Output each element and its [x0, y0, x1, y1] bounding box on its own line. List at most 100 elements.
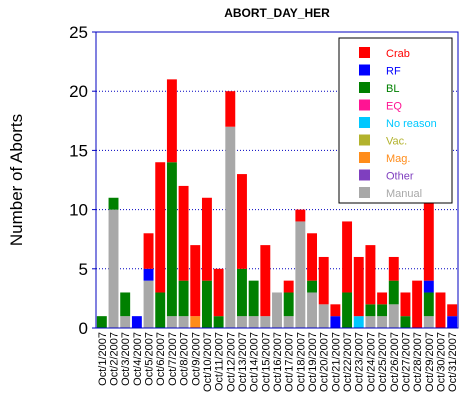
x-tick-label: Oct/15/2007 [260, 332, 272, 392]
x-tick-label: Oct/26/2007 [389, 332, 401, 392]
bar-segment-crab [435, 292, 446, 328]
x-tick-label: Oct/28/2007 [412, 332, 424, 392]
legend-swatch [359, 47, 370, 58]
bar-segment-bl [166, 162, 177, 317]
y-tick-label: 15 [69, 141, 88, 160]
x-tick-label: Oct/9/2007 [190, 332, 202, 386]
bar-segment-crab [330, 304, 341, 317]
bar-segment-manual [225, 126, 236, 328]
x-tick-label: Oct/11/2007 [214, 332, 226, 391]
x-tick-label: Oct/3/2007 [120, 332, 132, 386]
x-tick-label: Oct/16/2007 [272, 332, 284, 392]
bar-segment-crab [353, 256, 364, 317]
bar-segment-manual [388, 304, 399, 328]
legend-label: BL [386, 83, 399, 95]
x-tick-label: Oct/14/2007 [249, 332, 261, 392]
legend-swatch [359, 117, 370, 128]
legend-swatch [359, 169, 370, 181]
plot-area-frame [95, 31, 459, 329]
bar-segment-manual [272, 292, 282, 328]
x-tick-label: Oct/25/2007 [377, 332, 389, 392]
bar-segment-mag- [190, 316, 201, 328]
bar-segment-rf [330, 316, 341, 328]
x-tick-label: Oct/18/2007 [295, 332, 307, 392]
bar-segment-manual [120, 316, 131, 328]
bar-segment-crab [388, 256, 399, 281]
bar-segment-manual [423, 316, 434, 328]
bar-segment-rf [423, 280, 434, 293]
bar-segment-manual [108, 209, 119, 328]
x-tick-label: Oct/29/2007 [424, 332, 436, 392]
y-tick-label: 5 [79, 260, 88, 279]
legend-swatch [359, 134, 370, 146]
legend: Crab RF BL EQ No reason Vac. Mag. Other Manual [338, 37, 453, 204]
bar-segment-bl [307, 280, 317, 293]
bar-segment-bl [365, 304, 376, 317]
bar-segment-crab [365, 245, 376, 305]
bar-segment-crab [260, 245, 271, 317]
x-tick-label: Oct/22/2007 [342, 332, 354, 392]
bar-segment-crab [225, 91, 236, 127]
bar-segment-manual [377, 316, 388, 328]
y-axis-ticks: 0 5 10 15 20 25 [69, 23, 96, 338]
bar-segment-manual [248, 316, 259, 328]
bar-segment-crab [190, 245, 201, 317]
bar-segment-bl [120, 292, 131, 317]
y-tick-label: 25 [69, 23, 88, 42]
bar-segment-bl [377, 304, 388, 317]
x-tick-label: Oct/23/2007 [354, 332, 366, 392]
bar-segment-bl [400, 316, 411, 328]
bar-segment-crab [342, 221, 353, 293]
x-tick-label: Oct/24/2007 [365, 332, 377, 392]
x-tick-label: Oct/27/2007 [400, 332, 412, 392]
bar-segment-manual [283, 316, 294, 328]
bar-segment-crab [283, 280, 294, 293]
bar-segment-bl [248, 280, 259, 317]
bar-segment-bl [96, 316, 107, 328]
bar-segment-crab [377, 292, 388, 305]
bar-segment-bl [423, 292, 434, 317]
x-tick-label: Oct/10/2007 [202, 332, 214, 392]
bar-segment-crab [412, 280, 423, 328]
bar-segment-crab [447, 304, 458, 317]
bar-segment-bl [108, 197, 119, 210]
x-tick-label: Oct/21/2007 [330, 332, 342, 392]
legend-swatch [359, 64, 370, 76]
legend-swatch [359, 99, 370, 111]
x-tick-label: Oct/1/2007 [97, 332, 109, 386]
x-tick-label: Oct/31/2007 [447, 332, 459, 392]
legend-label: RF [386, 66, 401, 78]
bars [96, 79, 458, 328]
x-tick-label: Oct/12/2007 [225, 332, 237, 392]
bar-segment-manual [365, 316, 376, 328]
legend-label: Other [386, 171, 414, 183]
x-tick-label: Oct/13/2007 [237, 332, 249, 392]
bar-segment-crab [143, 233, 154, 269]
legend-swatch [359, 152, 370, 163]
y-tick-label: 0 [79, 319, 88, 338]
bar-segment-bl [388, 280, 399, 305]
bar-segment-bl [342, 292, 353, 328]
bar-segment-manual [237, 316, 247, 328]
bar-segment-crab [400, 292, 411, 317]
bar-segment-rf [131, 316, 142, 328]
bar-segment-manual [260, 316, 271, 328]
legend-label: Mag. [386, 153, 410, 165]
legend-label: EQ [386, 101, 402, 113]
bar-segment-crab [201, 197, 212, 281]
chart-title: ABORT_DAY_HER [224, 6, 330, 20]
bar-segment-crab [423, 197, 434, 281]
bar-segment-bl [155, 292, 166, 328]
bar-segment-bl [237, 268, 247, 317]
x-tick-label: Oct/4/2007 [132, 332, 144, 386]
bar-segment-crab [318, 256, 329, 305]
x-axis-ticks: Oct/1/2007 Oct/2/2007 Oct/3/2007 Oct/4/2007… [97, 332, 459, 392]
bar-segment-bl [213, 316, 224, 328]
legend-box [338, 37, 453, 204]
bar-segment-manual [166, 316, 177, 328]
legend-label: No reason [386, 118, 437, 130]
bar-segment-crab [166, 79, 177, 163]
bar-segment-bl [201, 280, 212, 328]
bar-segment-manual [318, 304, 329, 328]
y-axis-label: Number of Aborts [7, 114, 26, 246]
